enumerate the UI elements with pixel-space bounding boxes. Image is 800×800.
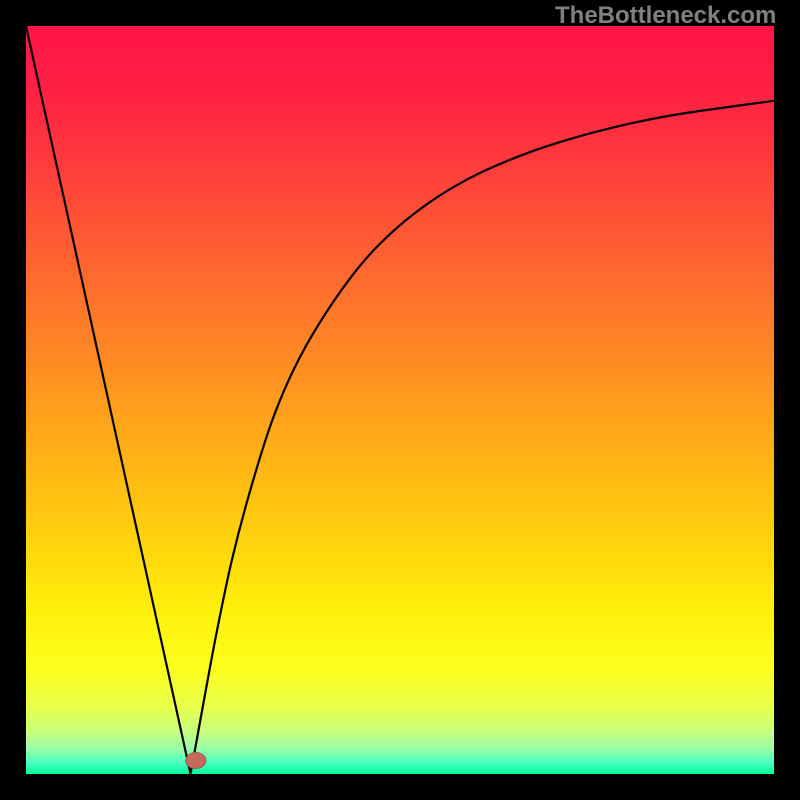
gradient-background xyxy=(26,26,774,774)
curve-layer xyxy=(26,26,774,774)
watermark-text: TheBottleneck.com xyxy=(555,2,776,30)
minimum-marker xyxy=(186,753,206,769)
plot-area xyxy=(26,26,774,774)
